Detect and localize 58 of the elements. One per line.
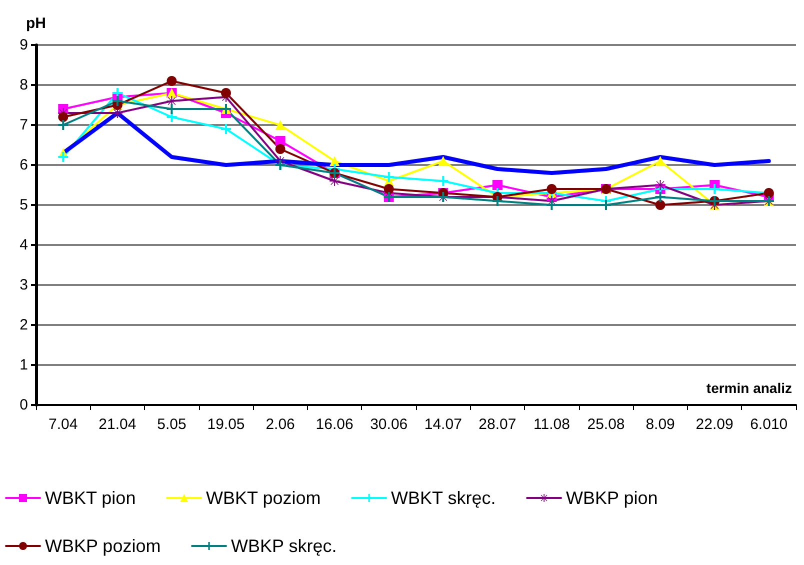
point [330, 156, 340, 166]
x-tick-label: 14.07 [424, 416, 462, 433]
y-tick-label: 9 [20, 36, 28, 54]
x-tick-label: 22.09 [696, 416, 734, 433]
y-tick-label: 5 [20, 196, 28, 214]
point [112, 108, 122, 118]
point [221, 88, 231, 98]
point [438, 176, 448, 186]
point [438, 156, 448, 166]
point [166, 76, 177, 86]
y-tick-label: 4 [20, 236, 28, 254]
point [492, 180, 502, 190]
legend-label: WBKP skręc. [231, 536, 337, 556]
x-tick-label: 7.04 [48, 416, 78, 433]
x-tick-label: 16.06 [316, 416, 354, 433]
legend-label: WBKP poziom [45, 536, 161, 556]
point [710, 184, 720, 194]
point [492, 196, 502, 206]
point [58, 112, 68, 122]
point [546, 184, 557, 194]
x-tick-label: 30.06 [370, 416, 408, 433]
x-tick-label: 8.09 [646, 416, 675, 433]
y-axis-title: pH [26, 15, 46, 32]
x-tick-label: 5.05 [157, 416, 186, 433]
point [655, 192, 666, 202]
legend-label: WBKT skręc. [391, 488, 496, 508]
legend-label: WBKT poziom [206, 488, 321, 508]
y-tick-label: 0 [20, 396, 28, 414]
y-tick-label: 7 [20, 116, 28, 134]
point [546, 200, 557, 210]
point [221, 124, 231, 134]
point [384, 172, 394, 182]
x-tick-label: 25.08 [587, 416, 625, 433]
point [330, 176, 340, 186]
x-tick-label: 19.05 [207, 416, 245, 433]
x-tick-label: 2.06 [266, 416, 295, 433]
point [655, 156, 666, 166]
point [655, 180, 666, 190]
point [112, 96, 122, 106]
x-tick-label: 28.07 [478, 416, 516, 433]
legend-label: WBKT pion [45, 488, 136, 508]
point [275, 144, 286, 154]
y-tick-label: 8 [20, 76, 28, 94]
y-tick-label: 2 [20, 316, 28, 334]
point [58, 120, 68, 130]
y-tick-label: 6 [20, 156, 28, 174]
x-tick-label: 6.010 [750, 416, 788, 433]
point [58, 152, 68, 162]
y-tick-label: 1 [20, 356, 28, 374]
point [655, 200, 666, 210]
x-axis-title: termin analiz [706, 380, 792, 396]
point [166, 96, 177, 106]
point [275, 120, 286, 130]
legend-label: WBKP pion [566, 488, 658, 508]
point [384, 184, 394, 194]
x-tick-label: 11.08 [533, 416, 570, 433]
y-tick-label: 3 [20, 276, 28, 294]
x-tick-label: 21.04 [98, 416, 136, 433]
